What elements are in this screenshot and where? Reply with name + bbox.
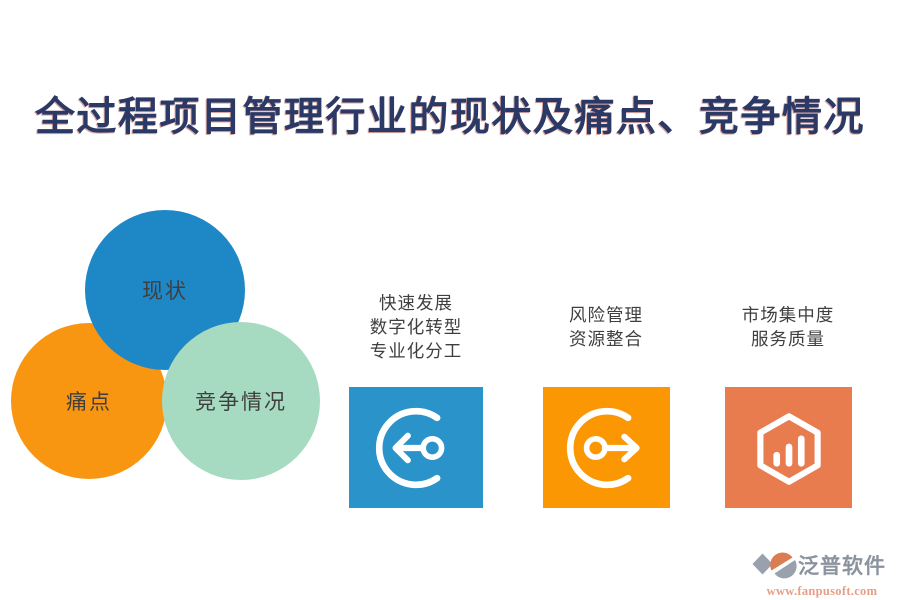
feature-text-line: 数字化转型 [369,317,463,337]
venn-circle-competition: 竞争情况 [162,322,320,480]
fanpu-logo-icon [752,552,797,579]
feature-text-line: 资源整合 [569,329,643,349]
brand-footer: 泛普软件 www.fanpusoft.com [752,546,892,599]
feature-text-development: 快速发展 数字化转型 专业化分工 [326,291,506,363]
circle-arrow-right-icon [566,407,640,488]
feature-tile-market [725,387,852,508]
feature-text-line: 服务质量 [751,329,825,349]
feature-tile-development [349,387,483,508]
venn-circle-label: 痛点 [66,390,112,414]
venn-circle-label: 现状 [142,279,188,303]
feature-text-line: 快速发展 [379,293,453,313]
feature-text-line: 专业化分工 [369,341,463,361]
feature-text-market: 市场集中度 服务质量 [698,303,878,351]
feature-text-line: 风险管理 [569,305,643,325]
feature-text-line: 市场集中度 [741,305,835,325]
brand-url[interactable]: www.fanpusoft.com [766,584,878,598]
feature-text-risk: 风险管理 资源整合 [516,303,696,351]
brand-name: 泛普软件 [798,555,886,578]
feature-tile-risk [543,387,670,508]
circle-arrow-left-icon [375,407,445,488]
hexagon-bar-chart-icon [756,412,821,485]
venn-circle-label: 竞争情况 [195,390,287,414]
page-title: 全过程项目管理行业的现状及痛点、竞争情况 [35,94,865,139]
